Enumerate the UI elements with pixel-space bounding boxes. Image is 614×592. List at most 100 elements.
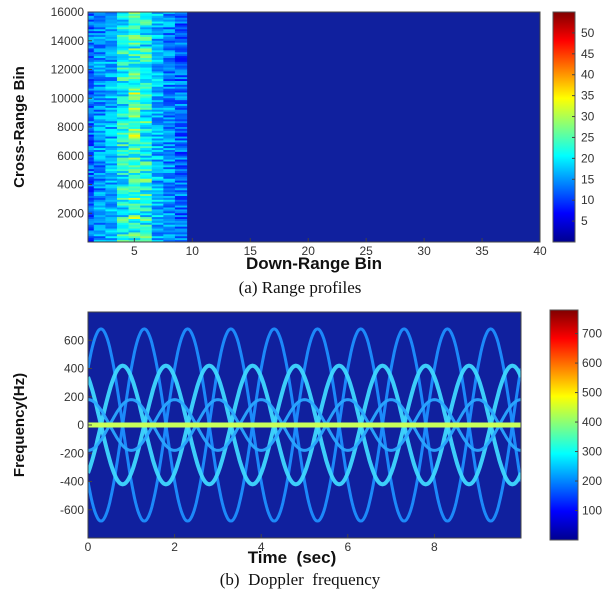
range-cell [105, 56, 118, 59]
range-cell [88, 61, 95, 65]
range-cell [128, 205, 141, 208]
range-profiles-xtick-label: 5 [131, 244, 138, 258]
range-cell [151, 84, 164, 88]
range-cell [163, 35, 176, 38]
range-cell [88, 40, 95, 44]
range-cell [88, 178, 95, 182]
range-cell [174, 90, 188, 93]
range-cell [163, 203, 176, 206]
range-cell [116, 132, 130, 136]
range-cell [128, 171, 141, 174]
range-cell [140, 136, 153, 139]
range-colorbar-tick-label: 35 [581, 89, 595, 103]
range-cell [93, 205, 106, 208]
range-cell [128, 98, 141, 101]
range-cell [88, 142, 95, 145]
range-cell [116, 211, 130, 214]
range-cell [174, 240, 188, 242]
range-cell [93, 33, 106, 36]
range-cell [140, 188, 153, 191]
range-cell [140, 81, 153, 84]
range-cell [128, 46, 141, 49]
range-cell [128, 77, 141, 80]
range-cell [93, 224, 106, 228]
range-cell [128, 219, 141, 222]
range-cell [174, 159, 188, 162]
range-cell [163, 59, 176, 63]
range-cell [116, 40, 130, 44]
range-cell [151, 240, 164, 242]
range-cell [174, 52, 188, 55]
range-cell [128, 35, 141, 38]
range-cell [93, 21, 106, 24]
range-cell [116, 71, 130, 74]
range-cell [105, 63, 118, 67]
range-profiles-ylabel: Cross-Range Bin [11, 66, 28, 188]
range-cell [116, 224, 130, 228]
range-cell [93, 94, 106, 97]
range-cell [88, 226, 95, 229]
range-cell [128, 194, 141, 197]
range-cell [151, 140, 164, 143]
range-cell [105, 207, 118, 210]
doppler-ytick-label: -400 [60, 475, 84, 489]
range-cell [105, 146, 118, 149]
doppler-ytick-label: 200 [64, 390, 84, 404]
range-cell [116, 19, 130, 22]
range-cell [128, 27, 141, 30]
range-cell [174, 38, 188, 42]
range-cell [151, 219, 164, 222]
range-cell [105, 153, 118, 157]
range-cell [105, 79, 118, 82]
range-cell [163, 50, 176, 53]
range-colorbar-tick-label: 25 [581, 130, 595, 144]
range-cell [88, 75, 95, 78]
doppler-xtick-label: 0 [85, 540, 92, 554]
range-cell [105, 44, 118, 47]
range-cell [105, 138, 118, 141]
range-cell [88, 119, 95, 122]
range-cell [174, 174, 188, 178]
range-cell [88, 192, 95, 195]
range-cell [174, 121, 188, 124]
range-cell [140, 161, 153, 164]
range-cell [93, 102, 106, 105]
range-cell [93, 157, 106, 160]
range-cell [128, 188, 141, 191]
range-cell [140, 79, 153, 82]
range-cell [105, 82, 118, 86]
range-cell [88, 50, 95, 53]
range-cell [140, 173, 153, 176]
range-cell [174, 234, 188, 237]
range-cell [105, 203, 118, 206]
range-cell [88, 15, 95, 19]
range-cell [88, 188, 95, 191]
range-profiles-heatmap [88, 12, 188, 242]
range-cell [140, 48, 153, 51]
range-cell [151, 15, 164, 19]
range-cell [151, 169, 164, 172]
range-cell [88, 56, 95, 59]
range-cell [163, 56, 176, 59]
range-cell [151, 23, 164, 26]
range-cell [140, 107, 153, 111]
range-cell [116, 23, 130, 26]
range-cell [174, 203, 188, 206]
range-cell [105, 209, 118, 212]
range-cell [174, 127, 188, 130]
range-cell [88, 96, 95, 99]
range-cell [88, 213, 95, 216]
range-cell [128, 138, 141, 141]
range-cell [140, 50, 153, 53]
range-cell [140, 33, 153, 36]
range-cell [128, 17, 141, 21]
range-cell [151, 94, 164, 97]
range-cell [151, 100, 164, 103]
range-cell [140, 215, 153, 218]
range-cell [128, 88, 141, 91]
range-cell [116, 107, 130, 111]
range-cell [174, 165, 188, 168]
range-cell [116, 127, 130, 130]
range-cell [174, 123, 188, 126]
